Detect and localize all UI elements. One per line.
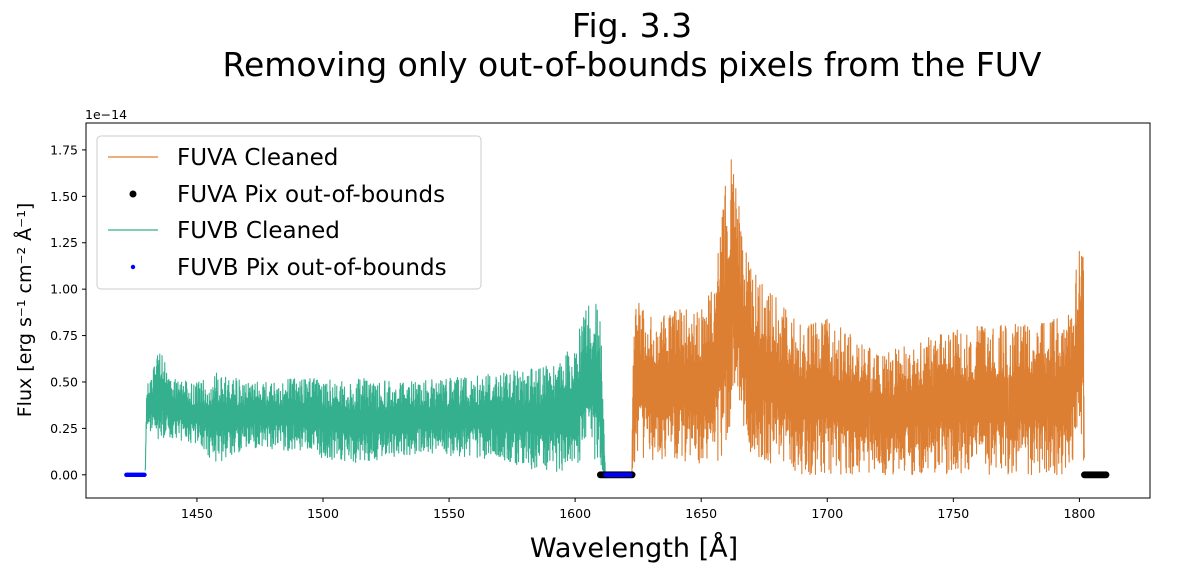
y-tick-label: 1.75 [50,142,78,157]
y-tick-label: 1.50 [50,189,78,204]
chart-subtitle: Removing only out-of-bounds pixels from … [223,45,1042,84]
legend-swatch-fuvb-out-of-bounds [130,264,136,270]
x-axis-label: Wavelength [Å] [530,532,738,564]
legend-swatch-fuva-out-of-bounds [129,190,137,198]
series-line-fuva-cleaned [631,159,1085,476]
y-tick-label: 0.50 [50,374,78,389]
legend: FUVA Cleaned FUVA Pix out-of-bounds FUVB… [96,135,482,290]
x-tick-label: 1450 [181,506,213,521]
y-tick-label: 0.25 [50,421,78,436]
series-line-fuvb-cleaned [144,303,606,475]
legend-label-fuva-out-of-bounds: FUVA Pix out-of-bounds [177,182,445,208]
legend-label-fuva-cleaned: FUVA Cleaned [177,145,338,171]
y-axis: 0.00 0.25 0.50 0.75 1.00 1.25 1.50 1.75 [50,142,86,482]
x-tick-label: 1750 [937,506,969,521]
x-tick-label: 1500 [307,506,339,521]
plot-frame [85,122,1151,499]
y-tick-label: 0.00 [50,467,78,482]
y-tick-label: 0.75 [50,328,78,343]
legend-frame [96,135,482,290]
point-fuvb-out-of-bounds [142,472,147,477]
y-tick-label: 1.00 [50,282,78,297]
x-tick-label: 1600 [559,506,591,521]
point-fuva-out-of-bounds [1102,471,1110,479]
y-offset-label: 1e−14 [85,107,127,122]
legend-label-fuvb-cleaned: FUVB Cleaned [177,218,340,244]
legend-label-fuvb-out-of-bounds: FUVB Pix out-of-bounds [177,255,447,281]
x-tick-label: 1650 [685,506,717,521]
x-axis: 1450 1500 1550 1600 1650 1700 1750 1800 [181,498,1095,521]
point-fuvb-out-of-bounds [628,472,633,477]
x-tick-label: 1550 [433,506,465,521]
y-axis-label: Flux [erg s⁻¹ cm⁻² Å⁻¹] [13,203,36,418]
x-tick-label: 1800 [1063,506,1095,521]
y-tick-label: 1.25 [50,235,78,250]
chart-title: Fig. 3.3 [572,6,692,45]
x-tick-label: 1700 [811,506,843,521]
